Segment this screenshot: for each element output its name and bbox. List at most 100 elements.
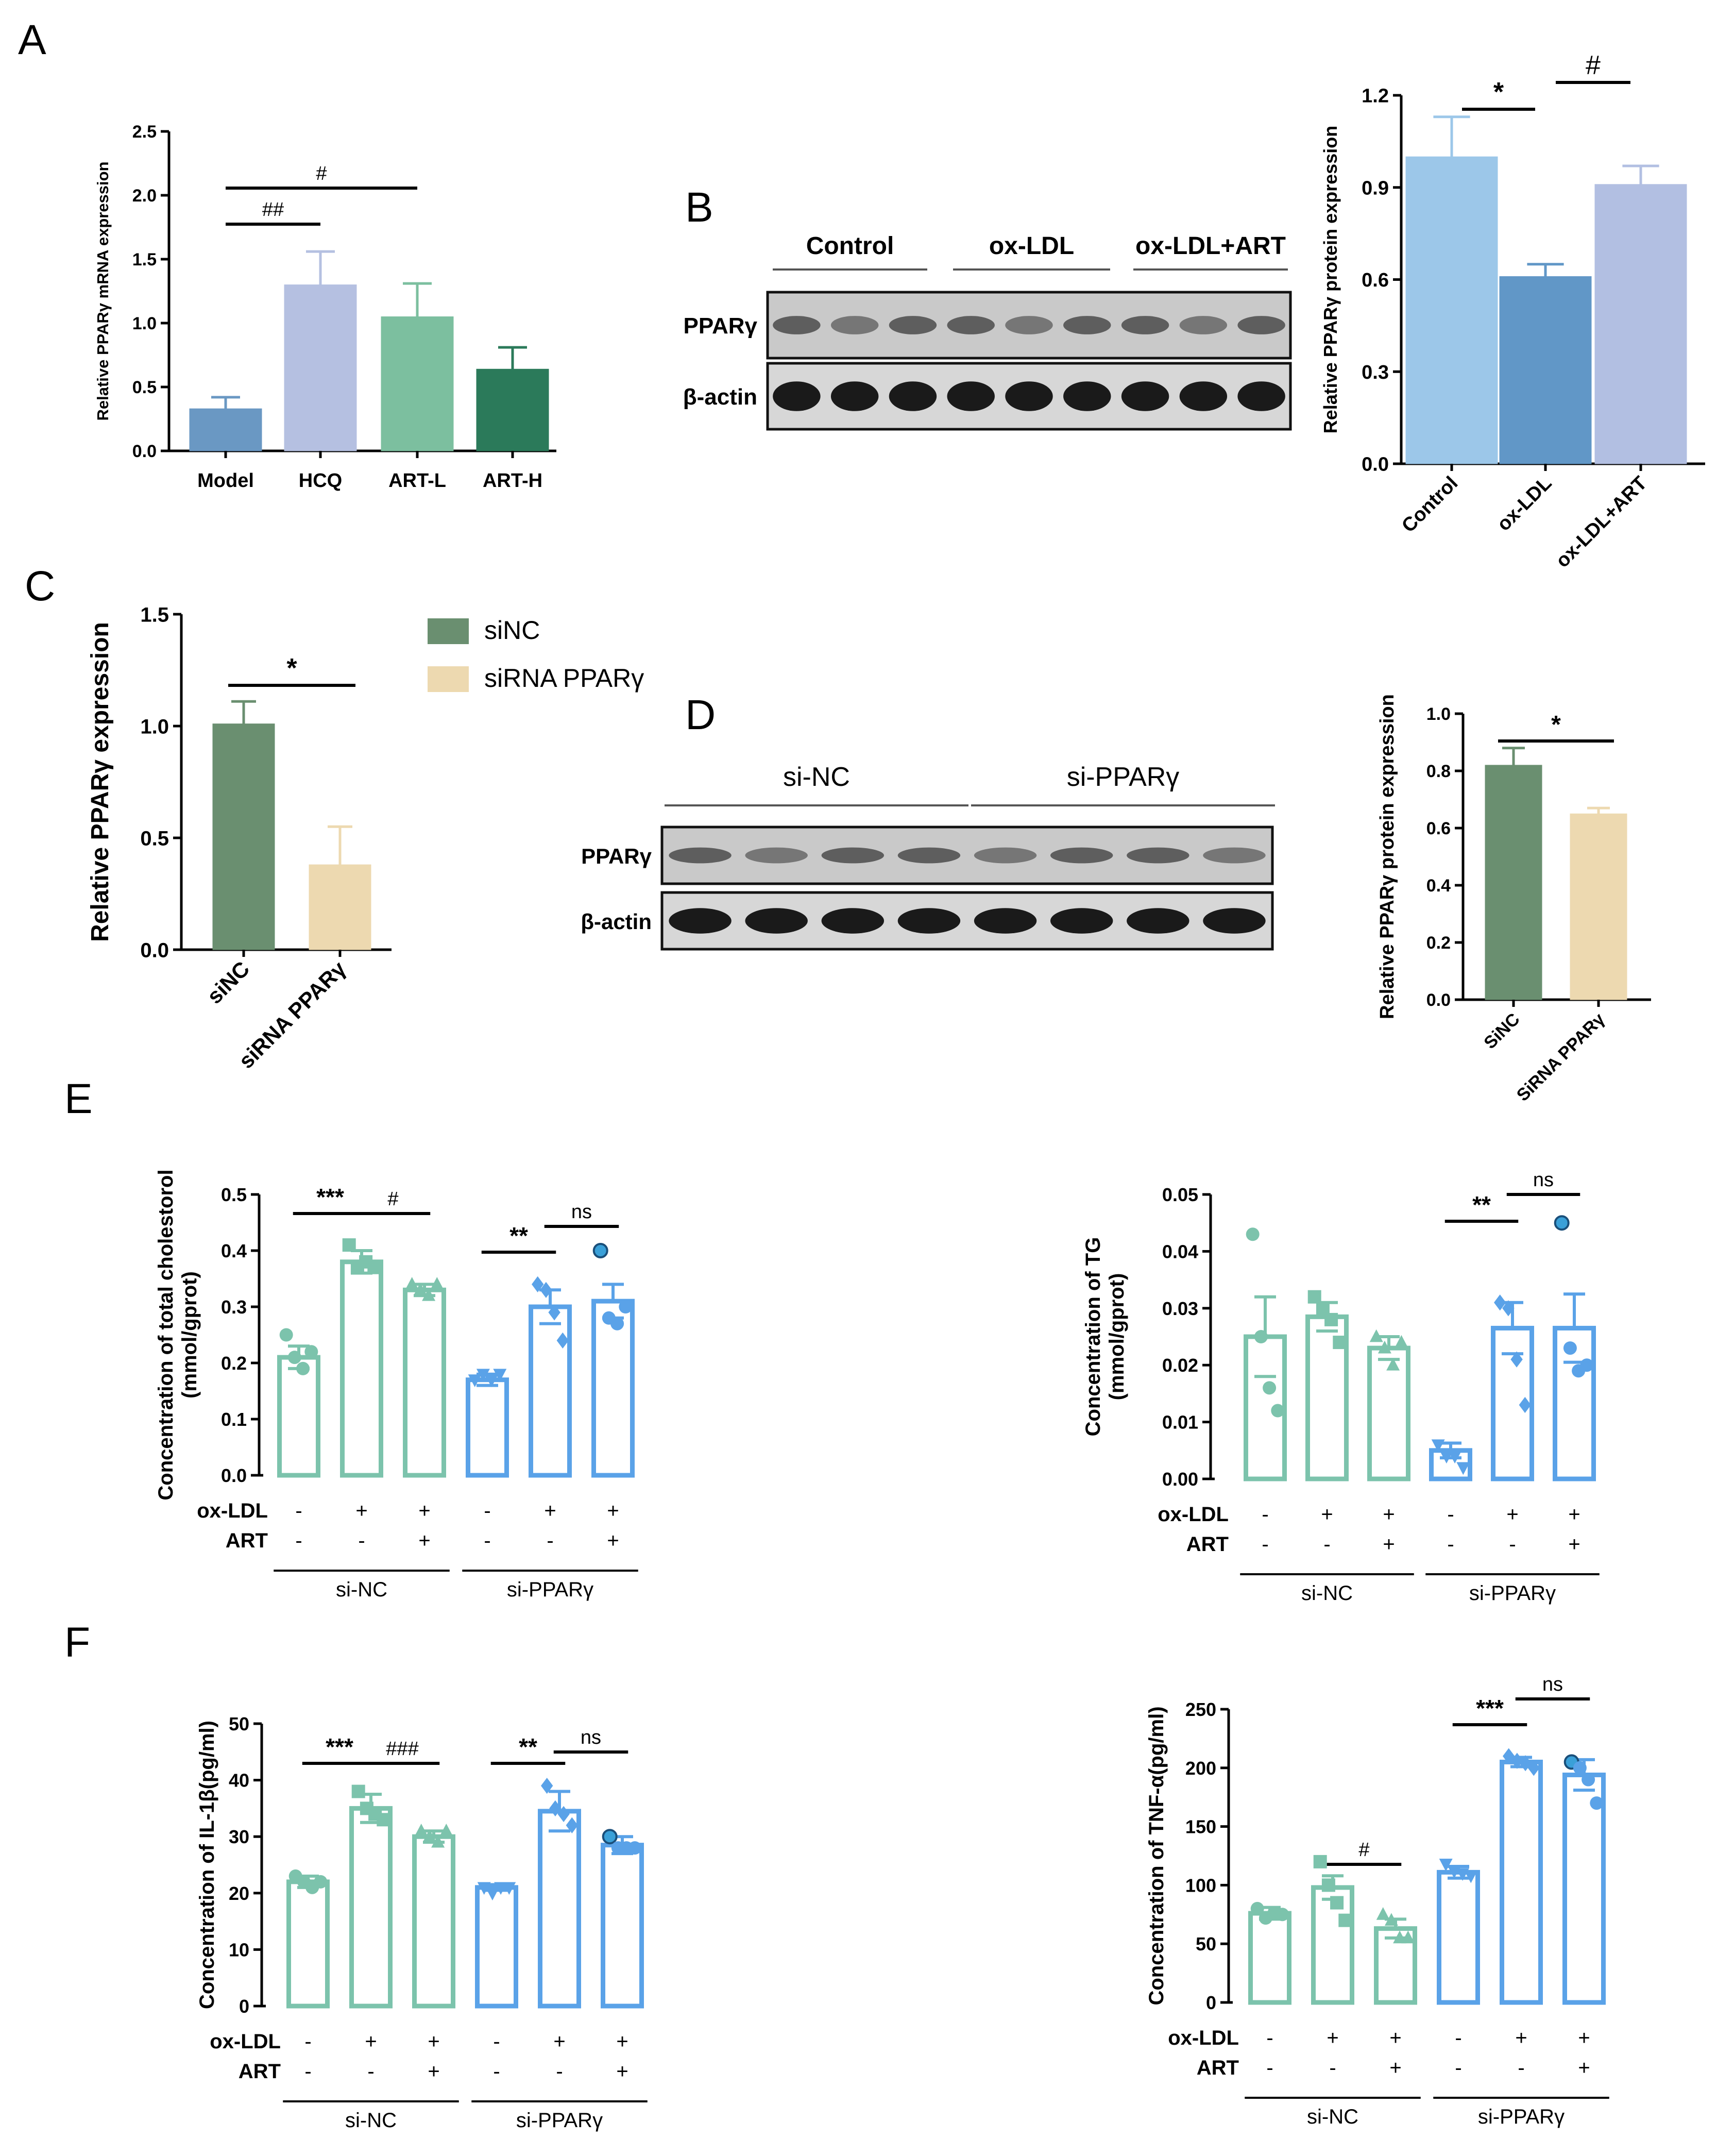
blot-d-band (745, 908, 808, 934)
chart-f1-y-tick-label: 0 (239, 1996, 249, 2017)
chart-f1-significance-label: ### (386, 1738, 418, 1760)
chart-e1-data-point (548, 1304, 560, 1321)
chart-e2-group-label: si-NC (1301, 1582, 1353, 1605)
blot-b-band (947, 316, 995, 334)
chart-e1-condition-mark: + (607, 1529, 619, 1552)
chart-f2-condition-mark: - (1455, 2057, 1461, 2079)
chart-f2-data-point (1511, 1753, 1523, 1769)
panel-label-a: A (18, 16, 46, 63)
chart-e1-data-point (405, 1277, 419, 1290)
chart-e1-data-point (304, 1345, 318, 1359)
chart-c-bar (309, 864, 371, 950)
chart-e2-data-point (1324, 1312, 1338, 1326)
chart-e1-condition-label: ART (226, 1529, 268, 1552)
chart-e1-y-tick-label: 0.4 (221, 1240, 247, 1261)
chart-e1-data-point (279, 1328, 293, 1342)
blot-d-band (897, 908, 961, 934)
chart-e1-condition-mark: - (358, 1529, 365, 1552)
chart-e1-significance-label: ** (509, 1222, 528, 1249)
chart-a-y-tick-label: 1.0 (132, 314, 157, 333)
chart-f1-data-point (377, 1813, 390, 1827)
chart-e2-data-point (1307, 1290, 1321, 1304)
blot-b-band (889, 381, 937, 411)
chart-b-bar (1405, 156, 1498, 464)
chart-f1-bar (412, 1834, 455, 2009)
chart-e1-condition-mark: - (547, 1529, 553, 1552)
chart-e2-data-point (1333, 1336, 1347, 1350)
chart-e2-data-point (1316, 1301, 1330, 1315)
blot-b-row-label: PPARγ (684, 313, 758, 339)
blot-d-band (1050, 908, 1113, 934)
chart-f1-data-point (485, 1888, 499, 1901)
chart-f1-condition-label: ART (239, 2060, 281, 2083)
chart-f1-bar (349, 1806, 393, 2009)
chart-f-tnfa: 0 50 100 150 200 250 Concentration of TNF-α(pg… (1145, 1674, 1609, 2128)
chart-a-x-tick-label: HCQ (299, 470, 342, 492)
chart-f1-condition-mark: - (556, 2060, 563, 2083)
chart-b-bar (1499, 276, 1592, 464)
chart-e1-bar (340, 1259, 383, 1478)
chart-e1-significance-label: *** (316, 1184, 344, 1210)
blot-b-band (1237, 316, 1285, 334)
chart-a-bar (189, 408, 262, 451)
chart-e1-condition-mark: + (418, 1529, 430, 1552)
chart-e1-y-axis-title: Concentration of total cholestorol (155, 1169, 177, 1500)
chart-e1-condition-mark: - (484, 1500, 490, 1522)
chart-e-total-cholesterol: 0.0 0.1 0.2 0.3 0.4 0.5 Concentration of total… (155, 1169, 638, 1601)
blot-b-band (773, 316, 821, 334)
chart-e1-data-point (610, 1317, 624, 1330)
chart-f1-condition-mark: - (304, 2030, 311, 2053)
chart-c-x-tick-label: siNC (202, 956, 254, 1008)
blot-d-row-label: PPARγ (581, 844, 652, 868)
chart-e2-condition-label: ART (1186, 1533, 1229, 1556)
chart-a-y-tick-label: 0.5 (132, 378, 157, 397)
chart-e2-data-point (1502, 1300, 1515, 1317)
chart-a-bar (476, 368, 549, 451)
chart-e2-data-point (1554, 1215, 1570, 1231)
chart-f2-y-tick-label: 0 (1206, 1992, 1216, 2013)
chart-a-y-tick-label: 2.5 (132, 122, 157, 142)
chart-f1-bar (601, 1843, 644, 2009)
chart-e1-significance-label: # (387, 1188, 398, 1210)
chart-d-y-tick-label: 1.0 (1426, 704, 1451, 724)
chart-f1-significance-label: ns (581, 1727, 601, 1748)
chart-e2-condition-mark: + (1568, 1533, 1580, 1556)
chart-e2-data-point (1494, 1294, 1506, 1311)
chart-e1-bar (403, 1287, 446, 1478)
chart-c-sirna: 0.0 0.5 1.0 1.5 Relative PPARγ expression siN… (87, 603, 392, 1073)
chart-d-bar (1570, 813, 1627, 1000)
chart-e1-condition-label: ox-LDL (197, 1500, 268, 1522)
chart-f1-data-point (557, 1806, 570, 1822)
blot-b-band (1063, 316, 1111, 334)
chart-e1-y-tick-label: 0.2 (221, 1353, 247, 1374)
chart-f1-data-point (439, 1823, 453, 1837)
chart-e1-y-tick-label: 0.0 (221, 1465, 247, 1486)
chart-f2-significance-label: # (1358, 1839, 1369, 1861)
chart-f2-data-point (1321, 1878, 1335, 1892)
blot-d-band (669, 908, 732, 934)
chart-f2-condition-mark: - (1329, 2057, 1336, 2079)
chart-e2-data-point (1378, 1340, 1391, 1354)
chart-f2-data-point (1376, 1907, 1390, 1920)
chart-f2-data-point (1527, 1760, 1540, 1776)
chart-f1-condition-mark: - (493, 2030, 500, 2053)
blot-d-group-label: si-NC (783, 762, 850, 792)
blot-d-band (974, 847, 1037, 864)
chart-b-y-tick-label: 0.6 (1362, 270, 1389, 291)
chart-b-x-tick-label: ox-LDL (1493, 473, 1556, 535)
chart-d-significance-label: * (1551, 711, 1561, 738)
chart-c-y-tick-label: 0.0 (140, 939, 169, 962)
chart-f1-condition-mark: + (365, 2030, 377, 2053)
blot-b-band (1179, 381, 1228, 411)
chart-e1-data-point (540, 1282, 552, 1298)
chart-f1-data-point (541, 1777, 553, 1794)
blot-d-band (1127, 847, 1189, 864)
chart-e1-group-label: si-PPARγ (507, 1578, 593, 1601)
chart-e1-data-point (413, 1283, 427, 1295)
chart-e2-data-point (1246, 1227, 1260, 1241)
chart-b-protein: 0.0 0.3 0.6 0.9 1.2 Relative PPARγ protein ex… (1320, 50, 1705, 572)
chart-b-significance-label: * (1493, 77, 1504, 107)
blot-b-band (1005, 381, 1053, 411)
chart-e2-data-point (1510, 1351, 1523, 1368)
